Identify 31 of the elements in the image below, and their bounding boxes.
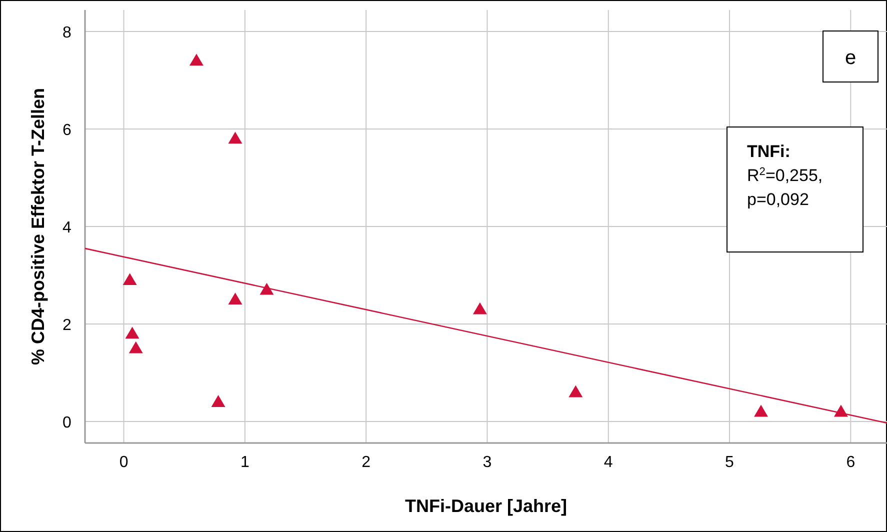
point <box>228 132 242 144</box>
point <box>568 385 583 398</box>
panel-letter-box: e <box>822 30 878 82</box>
y-tick-label: 6 <box>62 122 72 139</box>
point <box>125 326 140 339</box>
x-tick-label: 6 <box>846 454 856 471</box>
x-tick-label: 4 <box>604 454 613 471</box>
x-tick-label: 3 <box>482 454 492 471</box>
y-axis-title: % CD4-positive Effektor T-Zellen <box>28 88 48 366</box>
y-tick-label: 4 <box>62 220 72 236</box>
y-tick-label: 2 <box>62 317 72 334</box>
point <box>122 273 137 286</box>
point <box>754 404 768 417</box>
point <box>228 292 242 305</box>
statistics-box: TNFi: R$^{2}$=0,255, p=0,092 <box>726 126 864 252</box>
y-tick-label: 8 <box>62 24 72 42</box>
x-tick-label: 1 <box>240 454 250 471</box>
x-tick-label: 0 <box>119 454 128 471</box>
point <box>472 302 487 314</box>
point <box>260 282 274 295</box>
annotation: TNFi: <box>747 142 790 161</box>
annotation: p=0,092 <box>747 190 809 209</box>
point <box>189 54 204 66</box>
point <box>128 341 143 354</box>
x-tick-label: 5 <box>725 454 734 471</box>
annotation: R$^{2}$=0,255, <box>747 166 823 185</box>
point <box>211 395 226 407</box>
x-axis-title: TNFi-Dauer [Jahre] <box>404 496 568 516</box>
x-tick-label: 2 <box>362 454 371 471</box>
annotation: e <box>844 47 856 69</box>
y-tick-label: 0 <box>62 414 72 432</box>
